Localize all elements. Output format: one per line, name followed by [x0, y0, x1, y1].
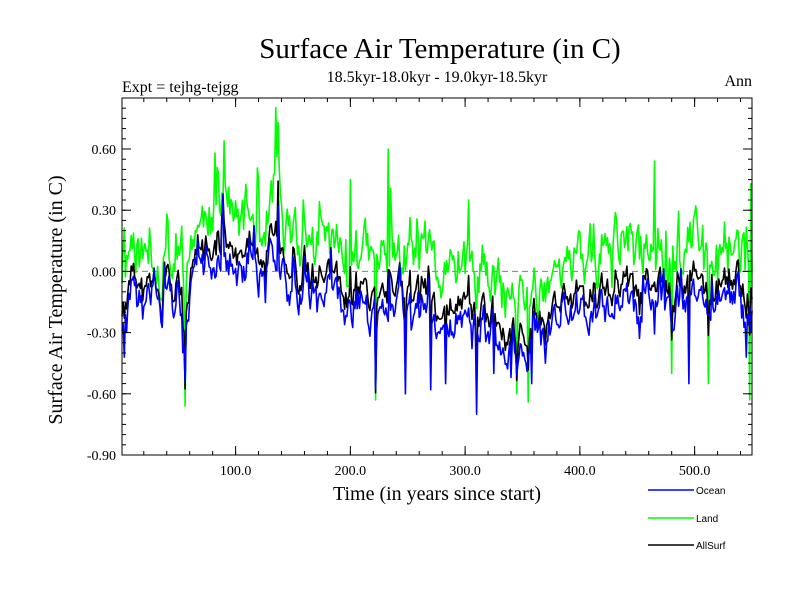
y-axis-label: Surface Air Temperature (in C): [45, 175, 67, 424]
x-tick-label: 100.0: [220, 464, 252, 479]
y-tick-label: -0.60: [87, 388, 116, 403]
axes: -0.90 -0.60 -0.30 0.00 0.30 0.60 100.0 200.0 300…: [87, 97, 753, 479]
series-ocean-line: [121, 193, 753, 415]
season-label: Ann: [724, 73, 752, 90]
y-tick-label: 0.00: [92, 265, 117, 280]
chart-subtitle: 18.5kyr-18.0kyr - 19.0kyr-18.5kyr: [327, 69, 548, 86]
x-tick-label: 200.0: [335, 464, 367, 479]
legend-label-allsurf: AllSurf: [696, 541, 726, 552]
y-tick-label: 0.30: [92, 204, 117, 219]
experiment-label: Expt = tejhg-tejgg: [122, 79, 239, 96]
x-tick-label: 400.0: [564, 464, 596, 479]
chart-title: Surface Air Temperature (in C): [259, 33, 620, 65]
x-tick-label: 300.0: [449, 464, 481, 479]
legend-label-ocean: Ocean: [696, 486, 725, 497]
series-allsurf-line: [121, 180, 753, 394]
plot-frame: [121, 97, 753, 456]
y-tick-label: 0.60: [92, 143, 117, 158]
legend-label-land: Land: [696, 514, 718, 525]
y-tick-label: -0.90: [87, 449, 116, 464]
legend: Ocean Land AllSurf: [648, 486, 726, 552]
y-tick-label: -0.30: [87, 327, 116, 342]
x-axis-label: Time (in years since start): [333, 483, 541, 505]
series-land-line: [121, 106, 753, 407]
x-tick-label: 500.0: [679, 464, 711, 479]
plot-area: [121, 106, 753, 415]
